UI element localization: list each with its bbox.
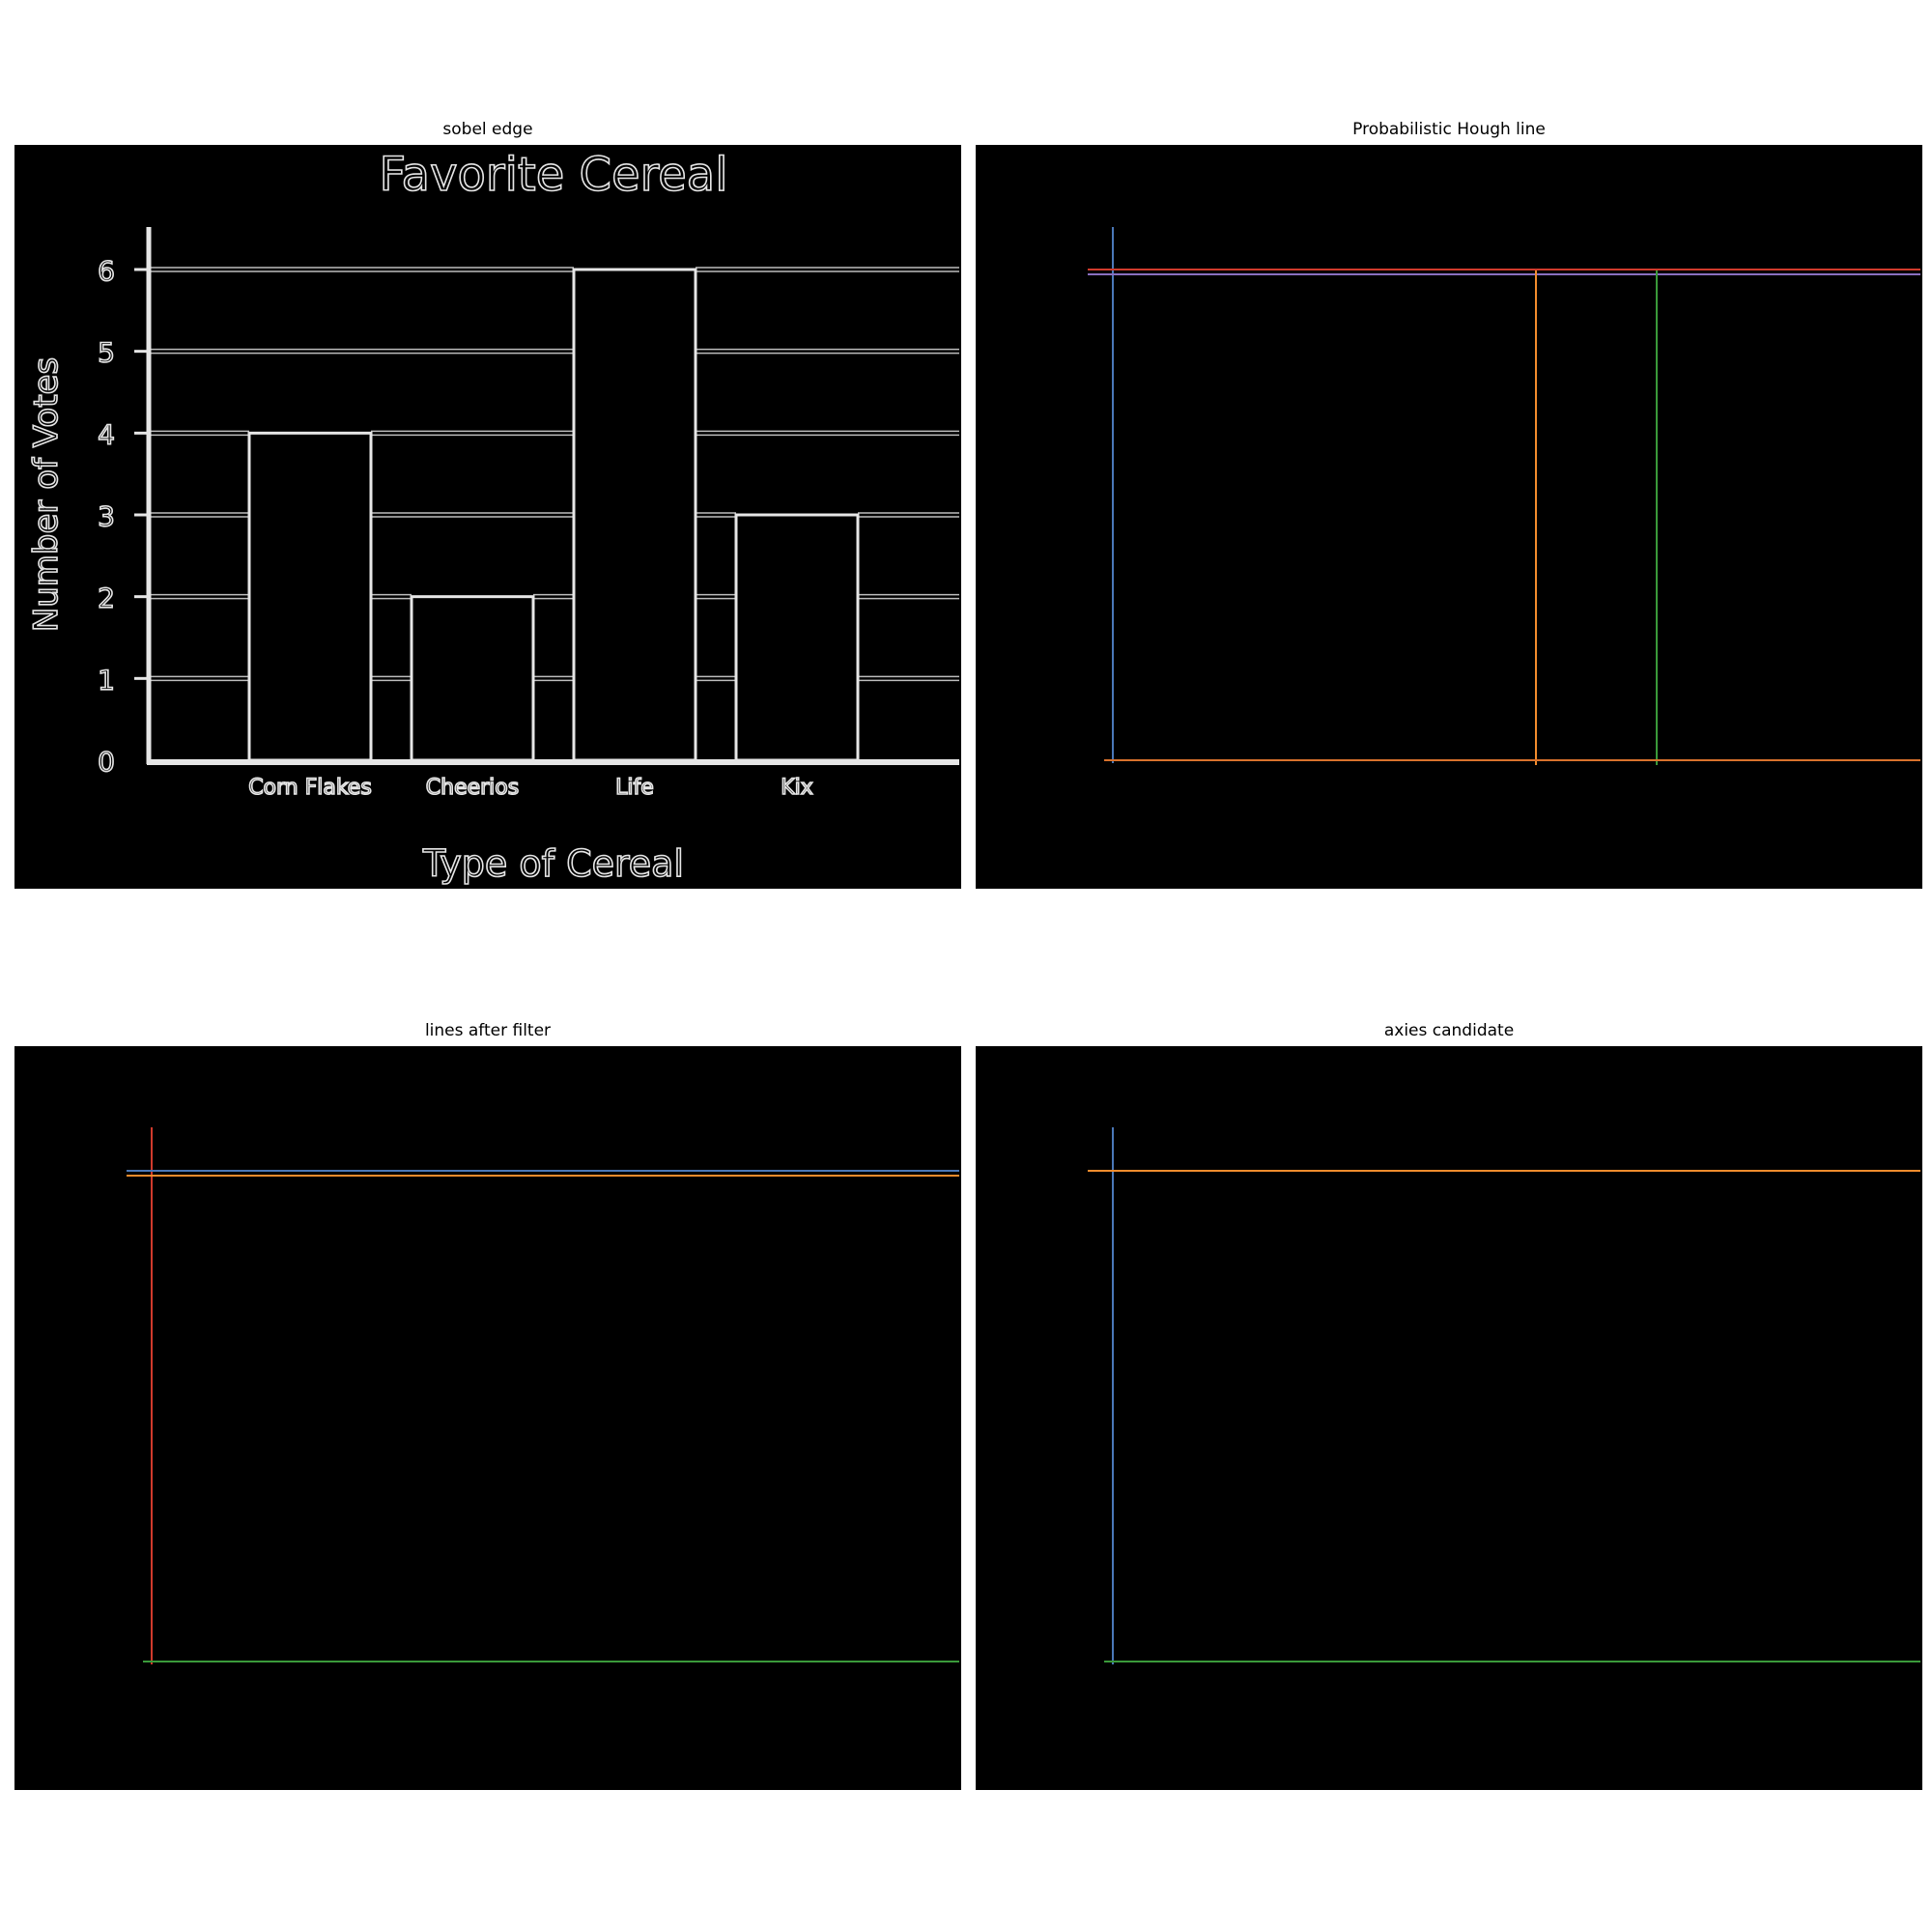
y-tick-label: 1 — [98, 664, 115, 696]
hough-line-panel — [976, 145, 1922, 889]
x-tick-labels: Corn Flakes Cheerios Life Kix — [247, 775, 813, 801]
y-tick-label: 5 — [98, 337, 115, 369]
panel-title-hough: Probabilistic Hough line — [1352, 120, 1546, 139]
y-tick-labels: 0 1 2 3 4 5 6 — [97, 254, 149, 779]
bar-0 — [247, 431, 373, 762]
chart-title: Favorite Cereal — [379, 148, 727, 202]
y-tick-label: 4 — [98, 418, 115, 450]
bar-1 — [410, 595, 535, 762]
axes-candidate-panel — [976, 1046, 1922, 1790]
bar-2 — [572, 268, 697, 762]
x-tick-label: Kix — [781, 776, 813, 800]
lines-after-filter-panel — [14, 1046, 961, 1790]
axes — [146, 227, 959, 765]
x-tick-label: Corn Flakes — [248, 776, 372, 800]
filtered-lines-plot — [127, 1127, 959, 1664]
sobel-edge-image: Favorite Cereal Type of Cereal Number of… — [26, 147, 959, 886]
axes-candidate-plot — [1088, 1127, 1920, 1664]
panel-title-sobel: sobel edge — [442, 120, 533, 139]
hough-lines-plot — [1088, 227, 1920, 765]
x-tick-label: Life — [615, 776, 654, 800]
bar-3 — [734, 513, 860, 762]
panel-title-axes: axies candidate — [1383, 1021, 1515, 1040]
x-tick-label: Cheerios — [426, 776, 519, 800]
sobel-edge-panel: Favorite Cereal Type of Cereal Number of… — [14, 145, 961, 889]
grid-lines — [150, 267, 959, 682]
panel-title-filter: lines after filter — [424, 1021, 552, 1040]
y-tick-label: 6 — [98, 255, 115, 287]
y-tick-label: 3 — [98, 500, 115, 532]
x-axis-label: Type of Cereal — [422, 842, 684, 885]
y-axis-label: Number of Votes — [27, 357, 66, 632]
y-tick-label: 2 — [98, 582, 115, 614]
y-tick-label: 0 — [98, 746, 115, 778]
bars — [247, 268, 860, 762]
